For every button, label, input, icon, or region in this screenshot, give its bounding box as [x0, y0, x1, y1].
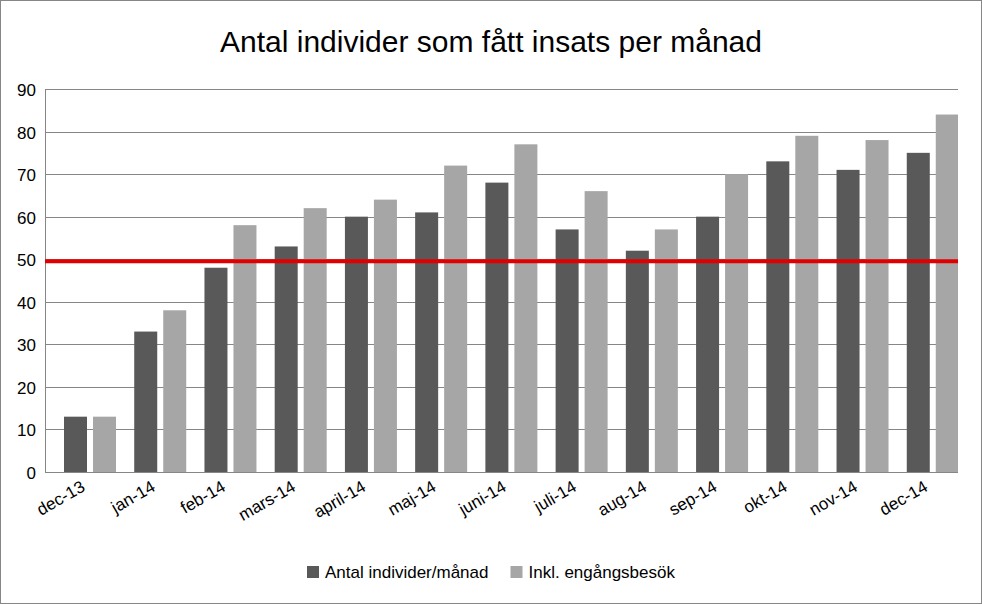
- x-tick-label: jan-14: [107, 477, 158, 518]
- grid-line: [45, 174, 958, 175]
- x-axis-line: [45, 472, 958, 473]
- bar: [485, 183, 508, 472]
- y-axis-line: [45, 89, 46, 472]
- x-tick-label: juni-14: [455, 477, 510, 519]
- bar: [444, 166, 467, 472]
- bar: [837, 170, 860, 472]
- x-tick-label: aug-14: [595, 477, 650, 520]
- legend: Antal individer/månad Inkl. engångsbesök: [307, 563, 675, 582]
- y-tick-label: 90: [17, 81, 36, 100]
- x-tick-label: feb-14: [177, 477, 228, 518]
- y-tick-label: 20: [17, 379, 36, 398]
- bar: [415, 212, 438, 472]
- bar: [204, 268, 227, 472]
- bar: [93, 417, 116, 472]
- legend-swatch: [307, 566, 319, 578]
- x-tick-label: maj-14: [385, 477, 440, 519]
- y-tick-label: 40: [17, 294, 36, 313]
- bar: [163, 310, 186, 472]
- grid-line: [45, 89, 958, 90]
- grid-line: [45, 132, 958, 133]
- reference-line: [45, 259, 958, 263]
- bar: [766, 161, 789, 472]
- bar: [936, 115, 958, 472]
- y-tick-label: 70: [17, 166, 36, 185]
- y-tick-label: 60: [17, 209, 36, 228]
- grid-line: [45, 472, 958, 473]
- bar: [795, 136, 818, 472]
- bar: [556, 229, 579, 472]
- x-tick-label: mars-14: [235, 477, 299, 525]
- bar: [134, 332, 157, 472]
- bar: [696, 217, 719, 472]
- bar: [725, 174, 748, 472]
- bar: [64, 417, 87, 472]
- bar: [275, 246, 298, 472]
- y-tick-label: 30: [17, 336, 36, 355]
- bar: [585, 191, 608, 472]
- bar: [626, 251, 649, 472]
- plot-area: [45, 115, 958, 472]
- y-tick-label: 50: [17, 251, 36, 270]
- y-tick-label: 0: [27, 464, 36, 483]
- bar: [655, 229, 678, 472]
- bar: [304, 208, 327, 472]
- bar: [866, 140, 889, 472]
- x-tick-label: juli-14: [530, 477, 580, 517]
- x-tick-label: april-14: [310, 477, 369, 522]
- x-tick-label: nov-14: [806, 477, 861, 519]
- chart: Antal individer som fått insats per måna…: [0, 0, 982, 604]
- bar: [514, 144, 537, 472]
- x-tick-label: dec-14: [876, 477, 931, 519]
- legend-swatch: [510, 566, 522, 578]
- bar: [907, 153, 930, 472]
- title: Antal individer som fått insats per måna…: [220, 25, 762, 58]
- y-tick-label: 80: [17, 124, 36, 143]
- bar: [345, 217, 368, 472]
- y-tick-label: 10: [17, 421, 36, 440]
- legend-label: Antal individer/månad: [325, 563, 488, 582]
- chart-frame: [1, 1, 982, 604]
- bar: [374, 200, 397, 472]
- x-tick-label: dec-13: [34, 477, 89, 519]
- x-tick-label: sep-14: [666, 477, 721, 519]
- legend-label: Inkl. engångsbesök: [528, 563, 675, 582]
- x-tick-label: okt-14: [740, 477, 790, 517]
